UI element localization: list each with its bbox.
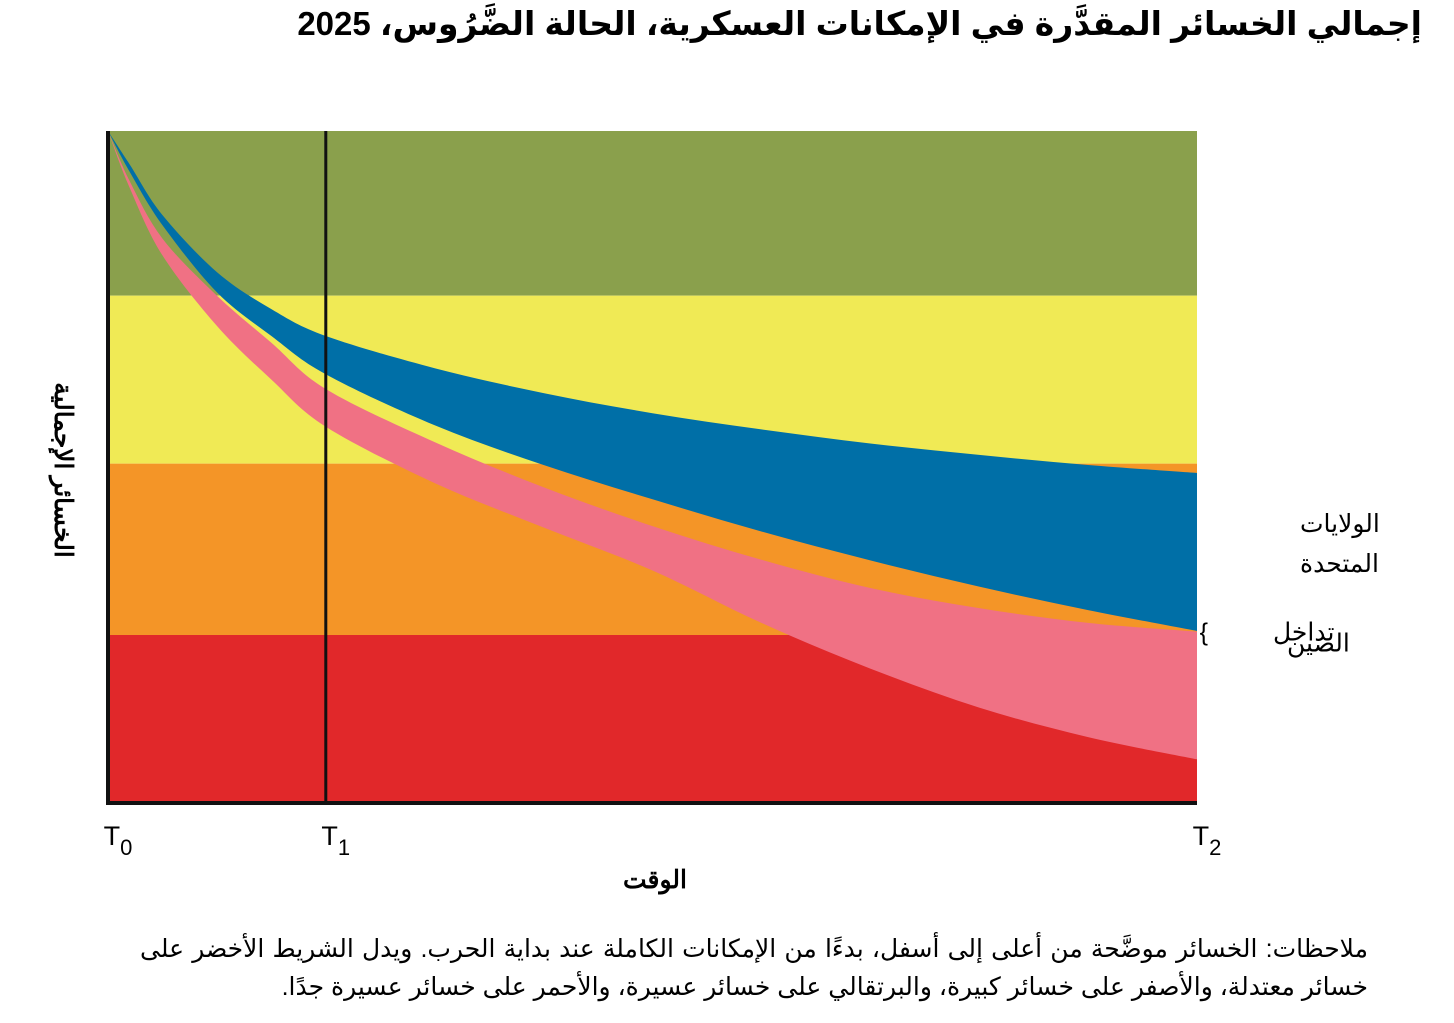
- band-moderate: [108, 131, 1197, 296]
- series-area-us: [108, 131, 1197, 631]
- legend-china: الصين: [1287, 629, 1350, 658]
- x-tick-T0: T0: [104, 821, 133, 860]
- chart-title: إجمالي الخسائر المقدَّرة في الإمكانات ال…: [297, 5, 1422, 42]
- x-tick-T1: T1: [321, 821, 350, 860]
- overlap-brace: {: [1200, 618, 1208, 646]
- series-area-china: [108, 131, 1197, 760]
- chart-notes: ملاحظات: الخسائر موضَّحة من أعلى إلى أسف…: [140, 935, 1368, 1001]
- x-tick-labels: T0 T1 T2: [104, 821, 1222, 860]
- series-areas: [108, 131, 1197, 760]
- x-tick-T2: T2: [1193, 821, 1222, 860]
- legend-overlap: تداخل: [1273, 618, 1334, 646]
- y-axis-label: الخسائر الإجمالية: [48, 382, 77, 558]
- legend-us: الولايات المتحدة: [1300, 510, 1380, 578]
- x-axis-label: الوقت: [623, 866, 687, 895]
